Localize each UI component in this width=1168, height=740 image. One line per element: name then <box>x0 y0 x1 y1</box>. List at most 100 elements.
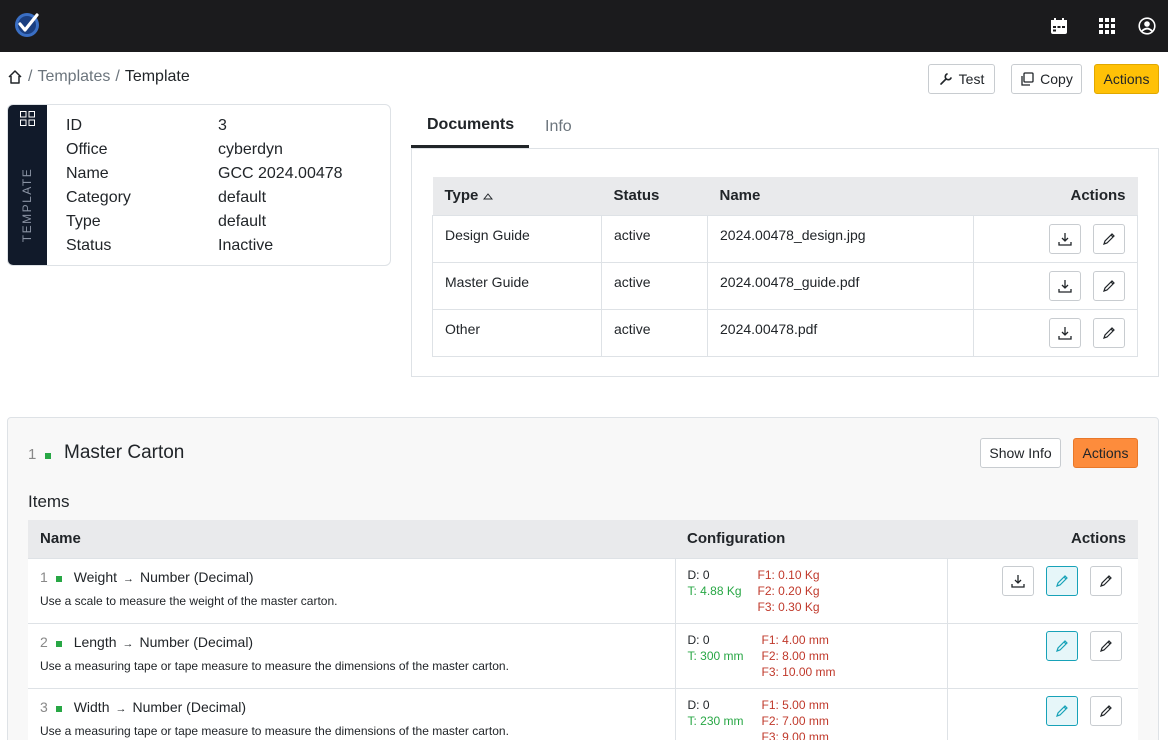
pencil-icon <box>1100 704 1112 717</box>
config-f1: F1: 0.10 Kg <box>757 567 820 582</box>
pencil-icon <box>1100 574 1112 587</box>
download-button[interactable] <box>1049 317 1082 348</box>
config-f1: F1: 4.00 mm <box>761 632 829 647</box>
tab-info[interactable]: Info <box>545 118 572 135</box>
section-number: 1 <box>28 446 51 463</box>
field-value: default <box>218 213 267 230</box>
field-value: 3 <box>218 117 227 134</box>
download-button[interactable] <box>1049 270 1082 301</box>
status-dot <box>55 640 62 647</box>
table-row: 2 Length → Number (Decimal) Use a measurin… <box>28 622 1138 688</box>
column-header-name[interactable]: Name <box>707 177 974 215</box>
status-dot <box>55 575 62 582</box>
copy-label: Copy <box>1040 71 1073 87</box>
test-label: Test <box>958 71 985 87</box>
download-icon <box>1058 326 1072 340</box>
edit-button[interactable] <box>1093 270 1125 301</box>
download-button[interactable] <box>1002 565 1035 596</box>
section-number-text: 1 <box>28 446 37 463</box>
doc-type: Master Guide <box>432 261 602 310</box>
config-f2: F2: 0.20 Kg <box>757 583 820 598</box>
item-name: Width <box>73 698 110 715</box>
config-default: D: 0 <box>687 697 710 712</box>
column-header-status[interactable]: Status <box>601 177 708 215</box>
table-row: Master Guide active 2024.00478_guide.pdf <box>432 261 1138 310</box>
edit-button[interactable] <box>1093 317 1125 348</box>
field-value: GCC 2024.00478 <box>218 165 343 182</box>
config-f1: F1: 5.00 mm <box>761 697 829 712</box>
show-info-button[interactable]: Show Info <box>980 438 1061 468</box>
column-header-actions: Actions <box>973 177 1138 215</box>
breadcrumb-current: Template <box>124 68 190 85</box>
column-header-type[interactable]: Type <box>432 177 602 215</box>
doc-status: active <box>601 261 708 310</box>
download-icon <box>1058 279 1072 293</box>
column-header-configuration: Configuration <box>675 520 947 558</box>
template-sidebar: TEMPLATE <box>8 105 47 265</box>
field-key: Office <box>66 141 108 158</box>
section-actions-label: Actions <box>1082 445 1129 461</box>
item-description: Use a measuring tape or tape measure to … <box>40 723 509 738</box>
doc-type: Design Guide <box>432 214 602 263</box>
copy-icon <box>1021 72 1034 86</box>
field-key: Name <box>66 165 109 182</box>
edit-config-button[interactable] <box>1046 695 1079 726</box>
edit-config-button[interactable] <box>1046 565 1079 596</box>
item-name-cell: 3 Width → Number (Decimal) Use a measuring… <box>28 687 675 740</box>
download-button[interactable] <box>1049 223 1082 254</box>
items-table: Name Configuration Actions 1 Weight → Numb… <box>28 520 1138 740</box>
home-icon[interactable] <box>7 69 23 85</box>
config-f3: F3: 0.30 Kg <box>757 599 820 614</box>
calendar-icon[interactable] <box>1048 15 1070 37</box>
section-actions-button[interactable]: Actions <box>1073 438 1138 468</box>
tab-documents[interactable]: Documents <box>427 116 515 133</box>
item-type: Number (Decimal) <box>140 568 254 585</box>
field-value: cyberdyn <box>218 141 283 158</box>
item-name-cell: 2 Length → Number (Decimal) Use a measurin… <box>28 622 675 688</box>
item-configuration: D: 0 T: 4.88 Kg F1: 0.10 Kg F2: 0.20 Kg F3:… <box>674 557 947 623</box>
config-target: T: 230 mm <box>687 713 744 728</box>
actions-dropdown-button[interactable]: Actions <box>1094 64 1159 94</box>
field-value: default <box>218 189 267 206</box>
grid-icon[interactable] <box>1096 15 1118 37</box>
test-button[interactable]: Test <box>928 64 995 94</box>
arrow-right-icon: → <box>122 637 134 650</box>
edit-button[interactable] <box>1090 695 1122 726</box>
doc-status: active <box>601 214 708 263</box>
item-configuration: D: 0 T: 300 mm F1: 4.00 mm F2: 8.00 mm F3: … <box>674 622 947 688</box>
breadcrumb: / Templates / Template <box>7 66 190 88</box>
field-key: Category <box>66 189 131 206</box>
edit-button[interactable] <box>1090 565 1122 596</box>
arrow-right-icon: → <box>115 702 127 715</box>
pencil-icon <box>1056 639 1068 652</box>
config-f3: F3: 9.00 mm <box>761 729 829 740</box>
doc-actions <box>973 261 1138 310</box>
item-name-cell: 1 Weight → Number (Decimal) Use a scale to… <box>28 557 675 623</box>
edit-button[interactable] <box>1093 223 1125 254</box>
item-actions <box>946 622 1138 688</box>
wrench-icon <box>939 73 952 85</box>
pencil-icon <box>1056 704 1068 717</box>
copy-button[interactable]: Copy <box>1011 64 1082 94</box>
user-circle-icon[interactable] <box>1136 15 1158 37</box>
column-header-name: Name <box>28 520 675 558</box>
table-row: 3 Width → Number (Decimal) Use a measuring… <box>28 687 1138 740</box>
edit-config-button[interactable] <box>1046 630 1079 661</box>
app-logo[interactable] <box>12 10 42 40</box>
config-target: T: 4.88 Kg <box>687 583 742 598</box>
edit-button[interactable] <box>1090 630 1122 661</box>
template-info-card: TEMPLATE ID 3 Office cyberdyn Name GCC 2024… <box>7 104 391 266</box>
item-configuration: D: 0 T: 230 mm F1: 5.00 mm F2: 7.00 mm F3: … <box>674 687 947 740</box>
doc-status: active <box>601 308 708 357</box>
master-carton-section: 1 Master Carton Show Info Actions Items … <box>7 417 1159 740</box>
item-description: Use a scale to measure the weight of the… <box>40 593 338 608</box>
section-title: Master Carton <box>64 442 185 463</box>
doc-name: 2024.00478.pdf <box>707 308 974 357</box>
breadcrumb-separator: / <box>115 68 120 85</box>
doc-actions <box>973 308 1138 357</box>
config-f2: F2: 7.00 mm <box>761 713 829 728</box>
breadcrumb-templates-link[interactable]: Templates <box>37 68 111 85</box>
field-value: Inactive <box>218 237 274 254</box>
breadcrumb-separator: / <box>28 68 33 85</box>
config-default: D: 0 <box>687 632 710 647</box>
